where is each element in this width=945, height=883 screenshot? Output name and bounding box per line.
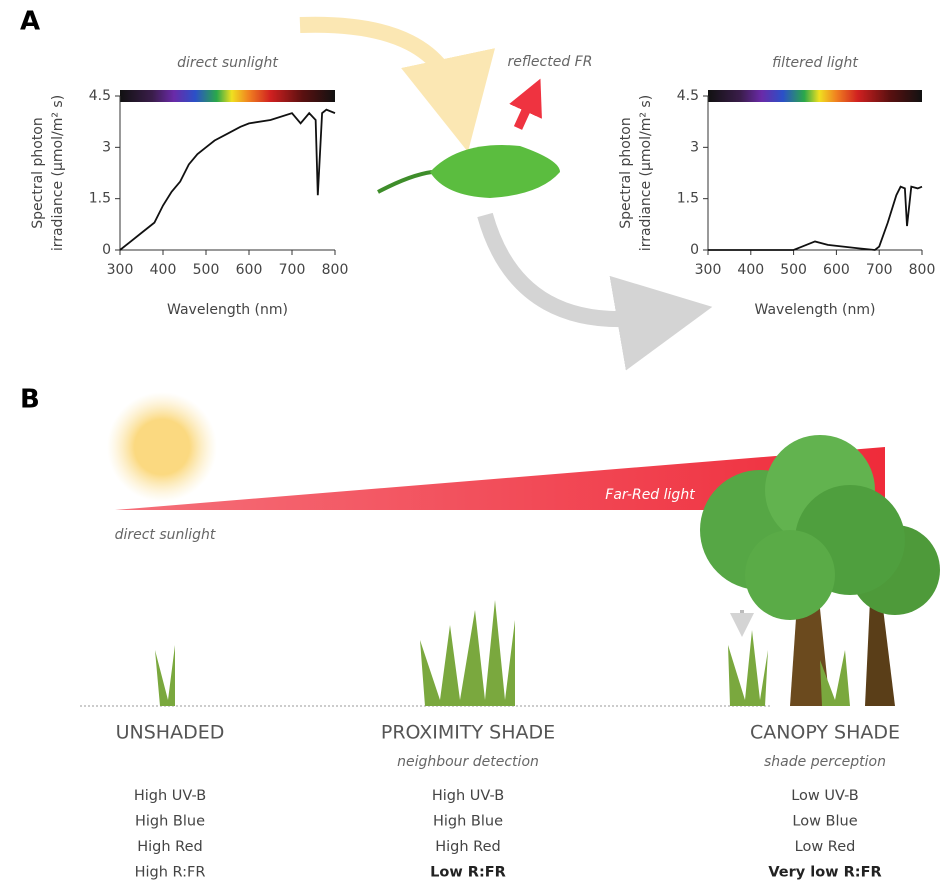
- chart-title: direct sunlight: [177, 55, 278, 71]
- x-tick-label: 700: [866, 262, 893, 278]
- arrow: [518, 95, 533, 128]
- y-axis-label: Spectral photon: [618, 117, 634, 229]
- y-tick-label: 3: [690, 139, 699, 155]
- trees: [700, 435, 940, 706]
- x-tick-label: 700: [279, 262, 306, 278]
- condition-note: neighbour detection: [397, 754, 539, 770]
- label: Far-Red light: [605, 487, 695, 503]
- figure: A B reflected FR Far-Red light direct su…: [0, 0, 945, 883]
- x-tick-label: 400: [150, 262, 177, 278]
- y-tick-label: 0: [102, 242, 111, 258]
- condition-name: UNSHADED: [116, 722, 225, 744]
- property: High UV-B: [432, 788, 504, 804]
- property: High R:FR: [135, 865, 206, 881]
- property: Low Blue: [792, 814, 857, 830]
- x-tick-label: 300: [695, 262, 722, 278]
- condition-note: shade perception: [764, 754, 886, 770]
- panel-label: A: [20, 7, 40, 37]
- property: Low Red: [795, 839, 856, 855]
- property: High Red: [435, 839, 500, 855]
- x-tick-label: 600: [823, 262, 850, 278]
- spectrum-line: [120, 110, 335, 250]
- property: Very low R:FR: [768, 865, 881, 881]
- panel-label: B: [20, 385, 40, 415]
- x-tick-label: 400: [737, 262, 764, 278]
- leaf: [378, 145, 560, 198]
- label: reflected FR: [508, 54, 593, 70]
- property: High UV-B: [134, 788, 206, 804]
- condition-name: PROXIMITY SHADE: [381, 722, 555, 744]
- sun: [107, 392, 217, 502]
- y-tick-label: 1.5: [89, 191, 111, 207]
- spectrum-bar: [120, 90, 335, 102]
- chart-title: filtered light: [772, 55, 858, 71]
- y-tick-label: 1.5: [677, 191, 699, 207]
- x-axis-label: Wavelength (nm): [167, 302, 288, 318]
- spectrum-line: [708, 187, 922, 250]
- property: High Blue: [433, 814, 503, 830]
- y-tick-label: 0: [690, 242, 699, 258]
- x-tick-label: 600: [236, 262, 263, 278]
- y-axis-label: irradiance (μmol/m² s): [638, 95, 654, 251]
- y-axis-label: irradiance (μmol/m² s): [50, 95, 66, 251]
- spectrum-bar: [708, 90, 922, 102]
- y-tick-label: 4.5: [89, 88, 111, 104]
- x-tick-label: 800: [322, 262, 349, 278]
- plants: [155, 600, 850, 706]
- y-tick-label: 4.5: [677, 88, 699, 104]
- x-axis-label: Wavelength (nm): [755, 302, 876, 318]
- y-tick-label: 3: [102, 139, 111, 155]
- x-tick-label: 800: [909, 262, 936, 278]
- x-tick-label: 500: [193, 262, 220, 278]
- property: High Red: [137, 839, 202, 855]
- x-tick-label: 300: [107, 262, 134, 278]
- property: High Blue: [135, 814, 205, 830]
- property: Low UV-B: [791, 788, 859, 804]
- condition-name: CANOPY SHADE: [750, 722, 900, 744]
- property: Low R:FR: [430, 865, 506, 881]
- label: direct sunlight: [115, 527, 216, 543]
- x-tick-label: 500: [780, 262, 807, 278]
- y-axis-label: Spectral photon: [30, 117, 46, 229]
